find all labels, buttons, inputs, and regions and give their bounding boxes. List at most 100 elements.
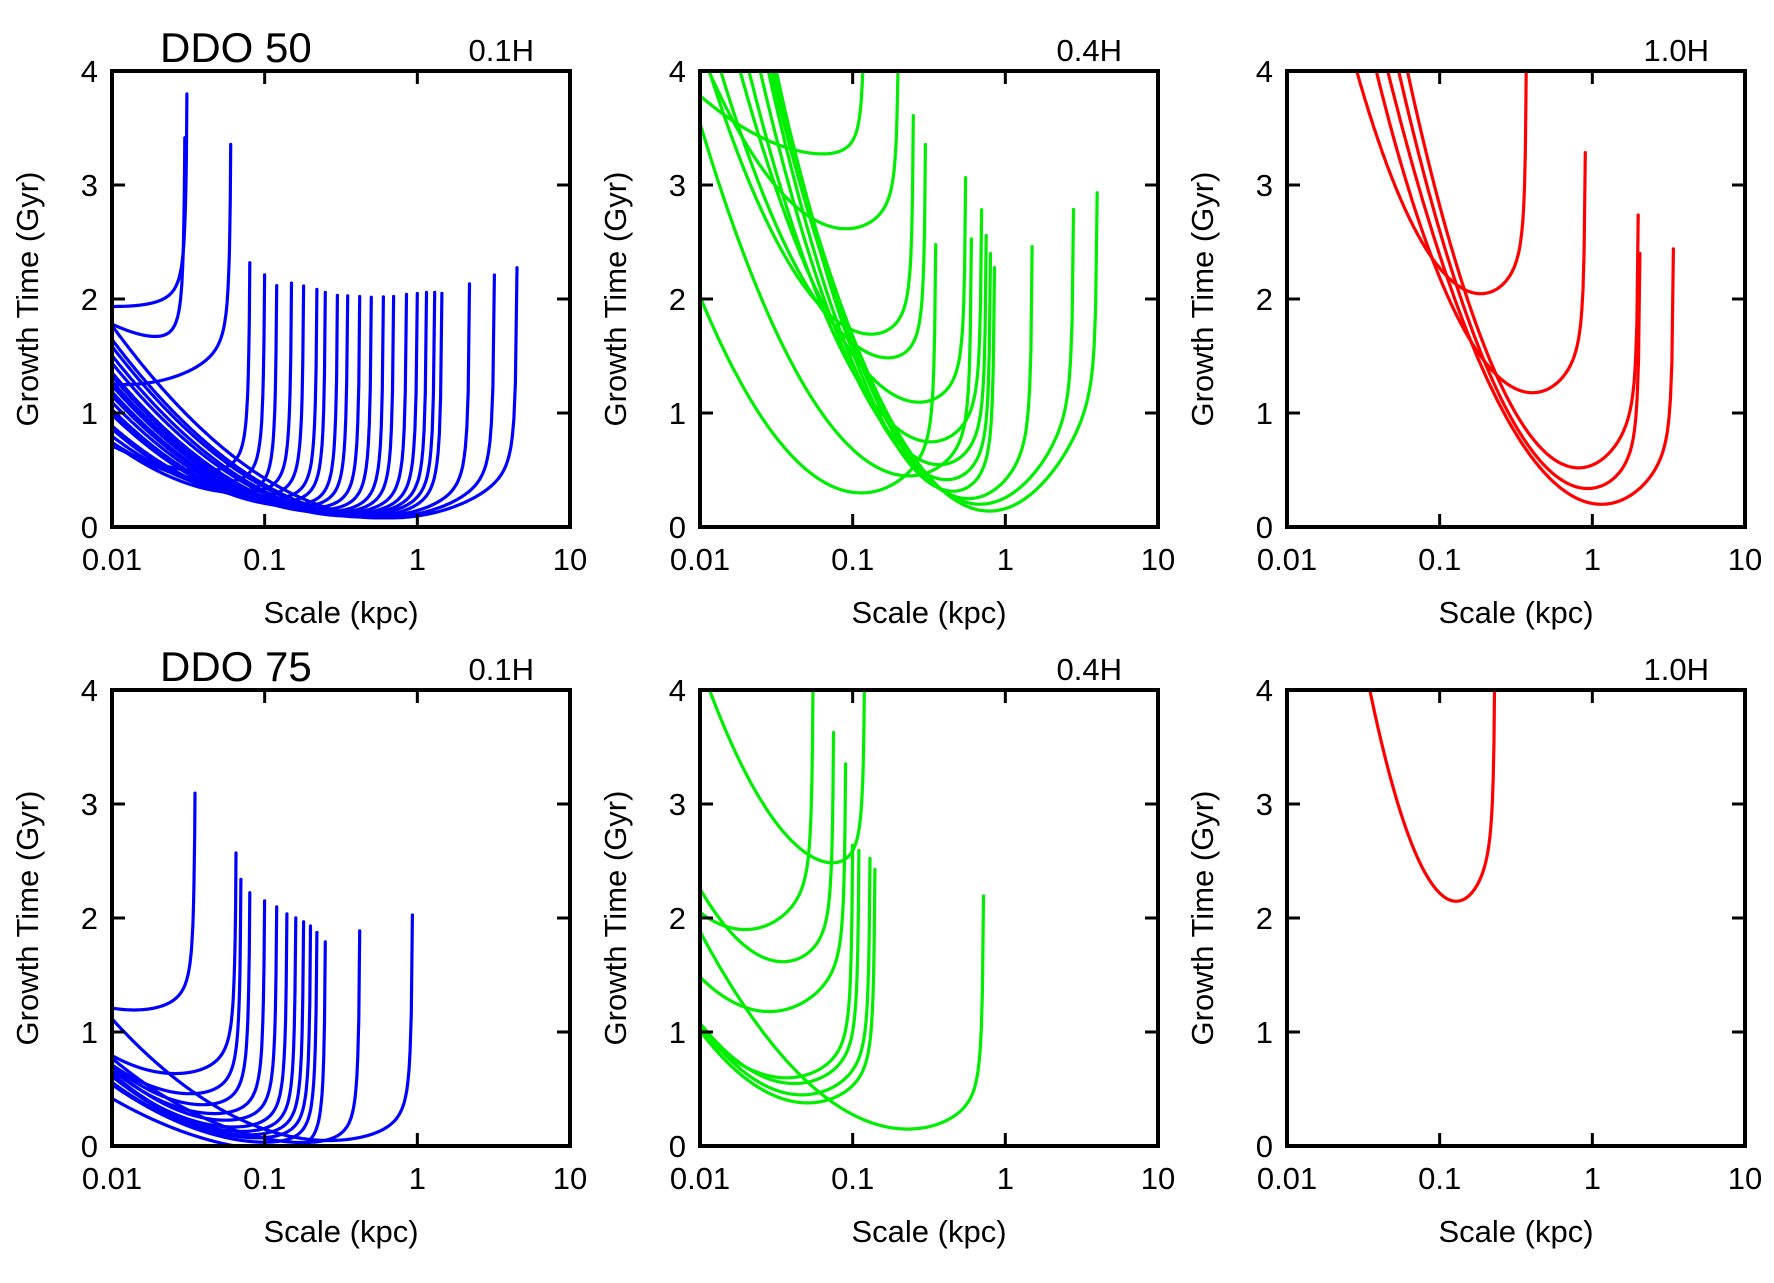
y-axis-label: Growth Time (Gyr) [1185,791,1220,1046]
y-tick-label: 4 [1256,673,1273,708]
growth-curve-2 [707,71,900,231]
y-tick-label: 3 [1256,168,1273,203]
y-tick-label: 4 [669,673,686,708]
curve-group [112,791,414,1146]
x-tick-label: 0.1 [243,1161,286,1196]
plot-frame [1285,69,1747,529]
y-tick-label: 3 [669,787,686,822]
y-tick-label: 4 [81,673,98,708]
y-tick-label: 3 [669,168,686,203]
x-tick-label: 10 [553,542,587,577]
x-tick-label: 0.1 [243,542,286,577]
chart-panel-6: 0.01 0.1 1 10 0 1 2 3 4 Scale (kpc) Growth Time (G… [1185,652,1762,1249]
growth-curve-1 [112,92,189,309]
x-tick-label: 10 [553,1161,587,1196]
y-tick-label: 2 [1256,282,1273,317]
y-tick-label: 4 [669,54,686,89]
chart-panel-4: 0.01 0.1 1 10 0 1 2 3 4 Scale (kpc) Growth Time (G… [10,643,587,1249]
x-axis-label: Scale (kpc) [851,595,1006,630]
curve-group [1355,71,1675,506]
y-tick-label: 4 [81,54,98,89]
panel-label: 1.0H [1644,652,1709,687]
growth-curve-12 [770,71,1099,513]
curve-group [700,690,986,1131]
x-tick-label: 0.01 [670,542,730,577]
y-tick-label: 1 [669,396,686,431]
x-axis-label: Scale (kpc) [851,1214,1006,1249]
growth-curve-9 [700,894,986,1131]
growth-curve-1 [112,791,197,1012]
x-tick-label: 10 [1728,542,1762,577]
y-axis-label: Growth Time (Gyr) [598,172,633,427]
y-tick-label: 2 [1256,901,1273,936]
growth-curve-14 [700,121,973,478]
y-tick-label: 3 [1256,787,1273,822]
y-tick-label: 2 [669,282,686,317]
growth-curve-5 [1386,71,1675,506]
y-tick-label: 0 [669,510,686,545]
y-tick-label: 4 [1256,54,1273,89]
growth-curve-3 [707,71,915,336]
x-tick-label: 0.01 [82,1161,142,1196]
x-tick-label: 0.1 [1418,1161,1461,1196]
growth-curve-8 [700,867,877,1105]
y-tick-label: 3 [81,168,98,203]
curve-group [700,71,1099,513]
panel-label: 0.1H [469,652,534,687]
y-tick-label: 2 [81,282,98,317]
x-tick-label: 10 [1141,542,1175,577]
x-tick-label: 10 [1141,1161,1175,1196]
growth-curve-3 [700,730,836,964]
galaxy-label: DDO 75 [160,643,312,690]
growth-curve-1 [1368,690,1497,903]
growth-curve-2 [700,690,815,932]
y-tick-label: 1 [669,1015,686,1050]
chart-panel-2: 0.01 0.1 1 10 0 1 2 3 4 Scale (kpc) Growth Time (G… [598,33,1175,630]
growth-curve-5 [738,71,968,404]
x-tick-label: 1 [409,1161,426,1196]
y-axis-label: Growth Time (Gyr) [10,791,45,1046]
y-tick-label: 0 [1256,510,1273,545]
growth-curve-20 [112,290,437,518]
x-tick-label: 1 [997,1161,1014,1196]
y-axis-label: Growth Time (Gyr) [598,791,633,1046]
growth-curve-23 [112,273,496,520]
plot-frame [1285,688,1747,1148]
growth-curve-7 [700,856,872,1097]
growth-curve-12 [112,940,327,1146]
panel-label: 0.4H [1057,652,1122,687]
growth-curve-6 [700,848,861,1086]
growth-curve-1 [1355,71,1528,296]
plot-frame [110,688,572,1148]
growth-curve-1 [707,690,866,865]
x-tick-label: 1 [1584,542,1601,577]
x-tick-label: 1 [997,542,1014,577]
x-axis-label: Scale (kpc) [1438,595,1593,630]
curve-group [112,92,519,520]
growth-curve-6 [112,905,279,1122]
y-tick-label: 0 [81,1129,98,1164]
growth-curve-4 [1396,71,1642,491]
growth-curve-4 [700,762,848,1014]
x-tick-label: 0.01 [82,542,142,577]
x-axis-label: Scale (kpc) [1438,1214,1593,1249]
x-tick-label: 0.1 [831,542,874,577]
y-tick-label: 0 [1256,1129,1273,1164]
x-tick-label: 0.1 [831,1161,874,1196]
y-tick-label: 1 [81,1015,98,1050]
y-axis-label: Growth Time (Gyr) [1185,172,1220,427]
chart-panel-5: 0.01 0.1 1 10 0 1 2 3 4 Scale (kpc) Growth Time (G… [598,652,1175,1249]
panel-label: 0.1H [469,33,534,68]
growth-curve-10 [112,924,313,1140]
growth-curve-13 [700,243,938,495]
chart-panel-1: 0.01 0.1 1 10 0 1 2 3 4 Scale (kpc) Growth Time (G… [10,24,587,630]
growth-curve-2 [112,136,187,339]
y-tick-label: 2 [669,901,686,936]
y-axis-label: Growth Time (Gyr) [10,172,45,427]
growth-curve-24 [112,266,519,520]
growth-curve-8 [766,71,993,482]
x-tick-label: 1 [409,542,426,577]
growth-curve-4 [719,71,927,360]
x-tick-label: 0.1 [1418,542,1461,577]
